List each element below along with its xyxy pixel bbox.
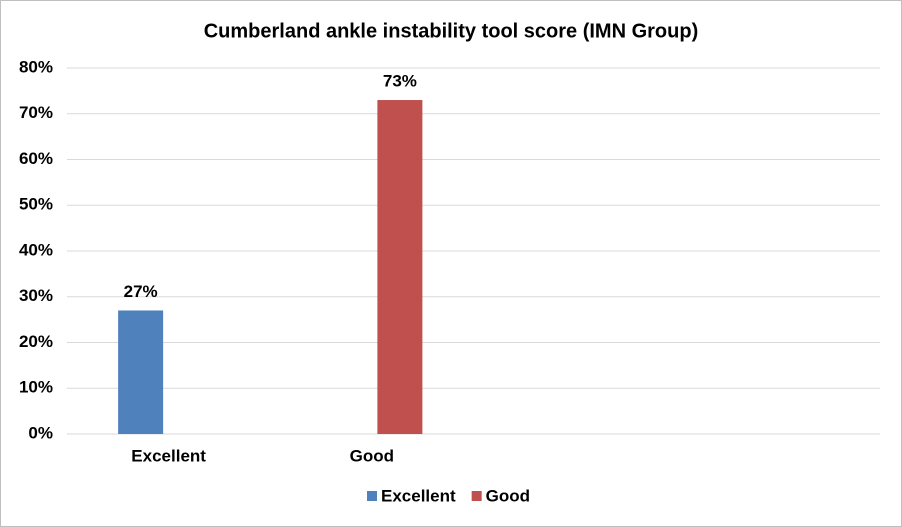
x-tick-label: Good: [350, 446, 394, 465]
legend-swatch: [471, 491, 482, 501]
y-tick-label: 10%: [19, 378, 53, 397]
legend-swatch: [367, 491, 377, 501]
value-label: 73%: [383, 72, 417, 91]
y-tick-label: 70%: [19, 103, 53, 122]
bar: [118, 310, 164, 434]
y-tick-label: 20%: [19, 332, 53, 351]
y-tick-label: 40%: [19, 240, 53, 259]
y-tick-label: 80%: [19, 57, 53, 76]
bar: [377, 100, 423, 435]
legend-label: Excellent: [381, 486, 456, 505]
y-tick-label: 60%: [19, 149, 53, 168]
value-label: 27%: [124, 282, 158, 301]
y-tick-label: 30%: [19, 286, 53, 305]
y-tick-label: 0%: [28, 423, 53, 442]
chart-title: Cumberland ankle instability tool score …: [204, 20, 699, 42]
x-tick-label: Excellent: [131, 446, 206, 465]
y-tick-label: 50%: [19, 195, 53, 214]
legend-label: Good: [486, 486, 530, 505]
